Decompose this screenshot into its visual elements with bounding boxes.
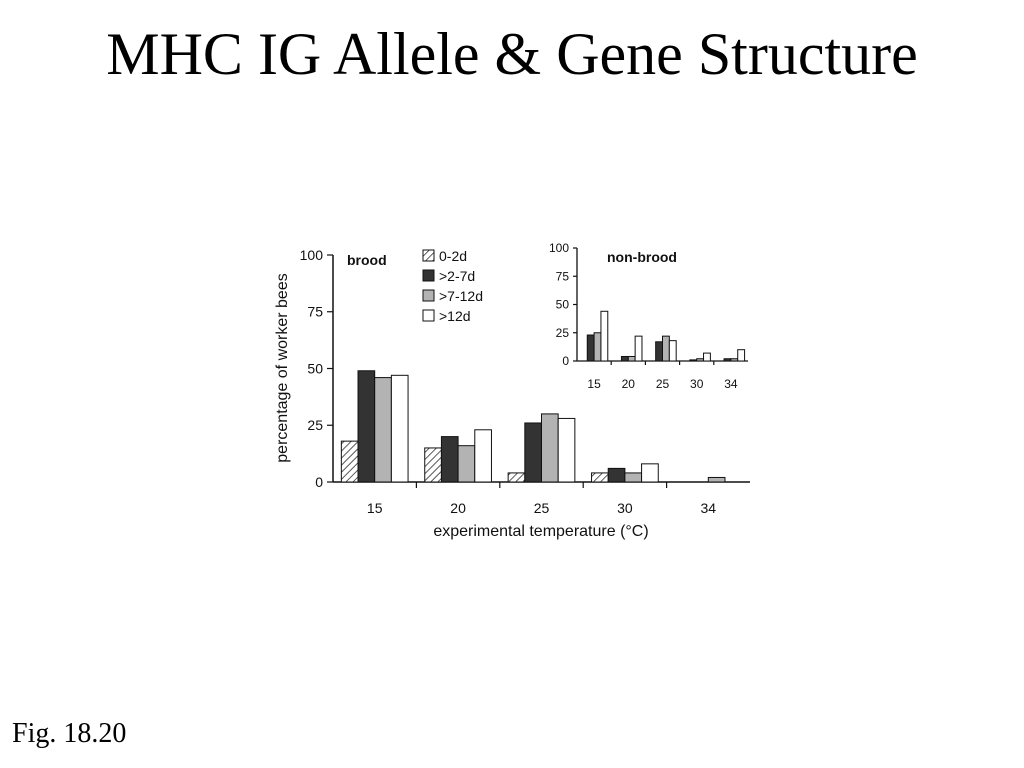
main-y-ticks: 0 25 50 75 100 [300,247,333,490]
inset-y-tick-label: 25 [556,326,570,340]
main-bar [541,413,559,483]
inset-bar [620,355,629,362]
inset-y-tick-label: 0 [562,354,569,368]
inset-bar [655,341,663,362]
inset-y-tick-label: 50 [556,298,570,312]
main-bar [591,472,609,483]
inset-x-tick-label: 15 [587,377,601,391]
main-bar [624,472,643,483]
legend-label-7-12d: >7-12d [439,288,483,304]
inset-bar [689,359,698,362]
inset-bar [730,358,739,362]
main-y-tick-label: 25 [307,417,323,433]
main-bar [457,445,476,483]
inset-chart-title: non-brood [607,249,677,265]
legend-label-0-2d: 0-2d [439,248,467,264]
legend-swatch-7-12d [422,289,435,302]
inset-bar [703,352,711,362]
main-y-tick-label: 50 [307,360,323,376]
inset-y-ticks: 0 25 50 75 100 [549,241,577,368]
inset-bar [627,355,636,362]
inset-bar [593,332,602,362]
legend-swatch-2-7d [422,269,435,282]
inset-bar [737,349,746,362]
inset-bar [668,340,677,362]
main-bar [641,463,659,483]
main-bar [557,417,576,483]
main-bar [374,377,392,483]
legend-swatch-12d [422,309,435,322]
inset-bar [662,335,670,362]
main-x-tick-label: 30 [617,500,633,516]
legend-swatch-0-2d [422,249,435,262]
inset-x-tick-label: 34 [724,377,738,391]
main-x-axis-label: experimental temperature (°C) [433,523,648,540]
main-bar [440,436,459,483]
main-chart-title: brood [347,252,387,268]
main-y-tick-label: 0 [315,474,323,490]
main-chart: 0 25 50 75 100 15 20 25 30 34 brood percentage o… [274,247,750,540]
main-x-tick-label: 20 [450,500,466,516]
slide-title: MHC IG Allele & Gene Structure [106,21,918,87]
main-bar [340,440,359,483]
inset-bar [723,358,732,362]
legend-label-2-7d: >2-7d [439,268,475,284]
main-bar [424,447,442,483]
inset-y-tick-label: 100 [549,241,569,255]
main-bar [707,476,726,483]
main-bar [357,370,376,483]
inset-bar [696,358,705,362]
main-y-tick-label: 75 [307,304,323,320]
legend: 0-2d >2-7d >7-12d >12d [422,248,483,324]
main-bar [607,467,626,483]
main-bar [507,472,526,483]
main-bars [340,370,726,483]
main-x-tick-label: 25 [534,500,550,516]
figure-caption: Fig. 18.20 [12,718,127,749]
main-y-tick-label: 100 [300,247,324,263]
inset-x-ticks: 15 20 25 30 34 [587,361,738,391]
inset-bar [600,310,609,362]
main-x-tick-label: 34 [701,500,717,516]
inset-y-tick-label: 75 [556,269,570,283]
inset-x-tick-label: 20 [622,377,636,391]
inset-x-tick-label: 30 [690,377,704,391]
main-bar [524,422,543,483]
inset-x-tick-label: 25 [656,377,670,391]
inset-bar [634,335,643,362]
main-bar [474,429,492,483]
inset-chart: 0 25 50 75 100 15 20 25 30 34 non-brood [549,241,748,391]
main-y-axis-label: percentage of worker bees [274,273,291,462]
inset-bars [586,310,746,362]
main-x-tick-label: 15 [367,500,383,516]
main-x-ticks: 15 20 25 30 34 [367,482,716,516]
main-bar [390,374,409,483]
legend-label-12d: >12d [439,308,471,324]
inset-bar [586,334,595,362]
